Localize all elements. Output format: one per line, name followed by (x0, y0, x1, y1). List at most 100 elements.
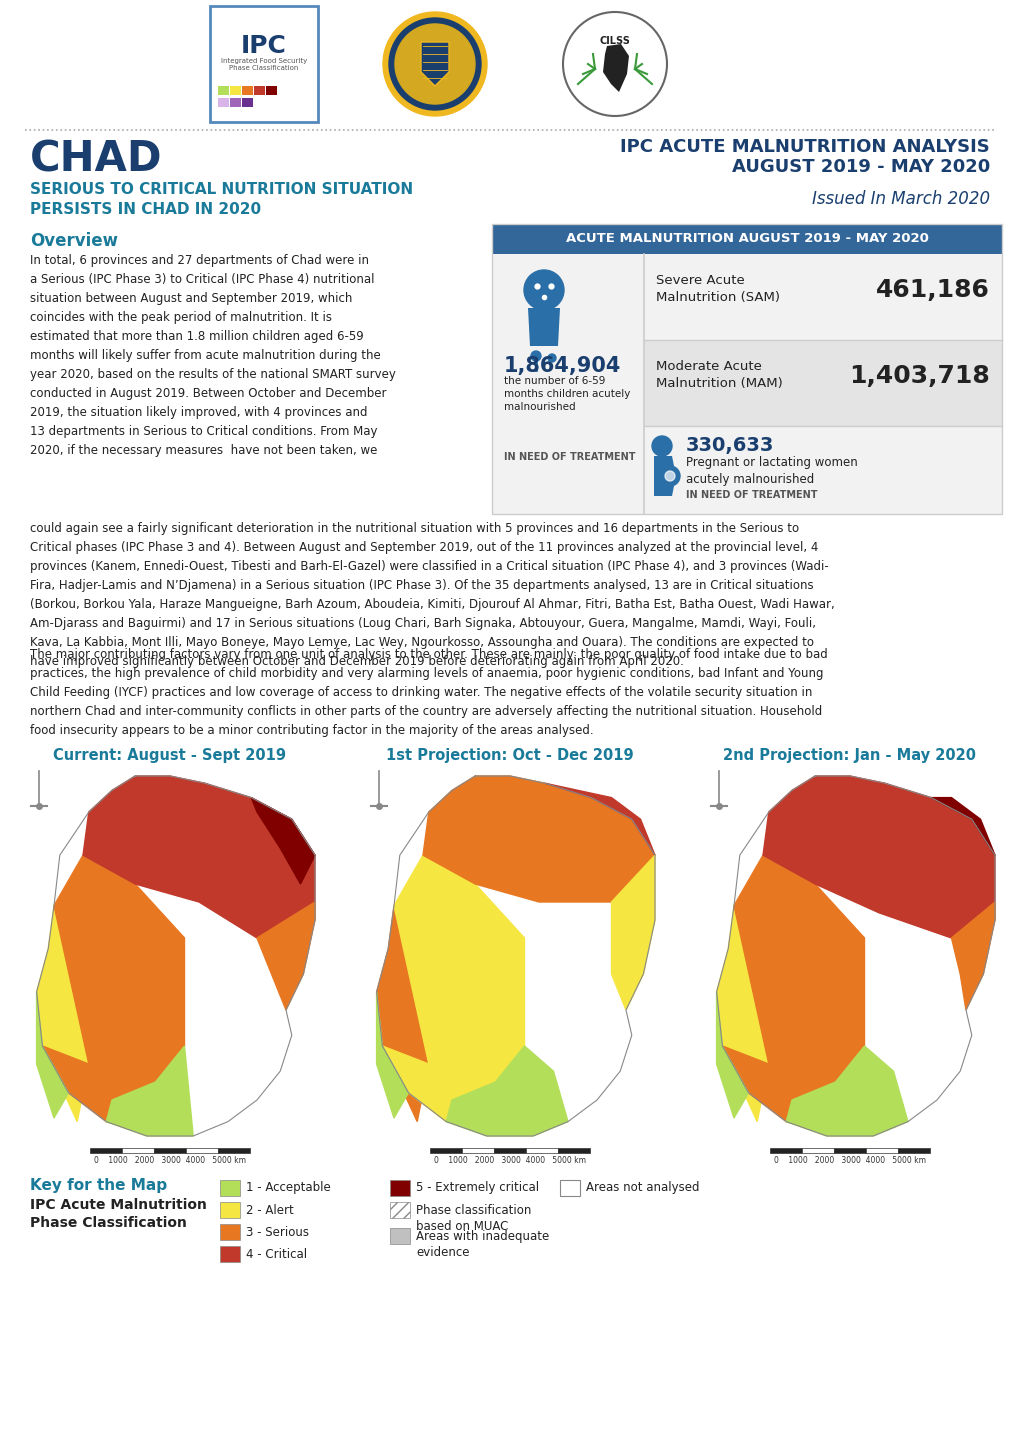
Text: ACUTE MALNUTRITION AUGUST 2019 - MAY 2020: ACUTE MALNUTRITION AUGUST 2019 - MAY 202… (565, 232, 927, 245)
Text: In total, 6 provinces and 27 departments of Chad were in
a Serious (IPC Phase 3): In total, 6 provinces and 27 departments… (30, 254, 395, 457)
Polygon shape (83, 776, 315, 937)
Text: 330,633: 330,633 (686, 435, 773, 456)
Circle shape (547, 353, 555, 362)
Bar (897, 1148, 929, 1154)
Bar (218, 98, 229, 107)
Bar (220, 1224, 239, 1240)
Bar (430, 1148, 462, 1154)
Bar (220, 1246, 239, 1262)
Text: IPC: IPC (240, 35, 286, 58)
Bar (242, 98, 253, 107)
Bar (834, 1148, 865, 1154)
Text: PERSISTS IN CHAD IN 2020: PERSISTS IN CHAD IN 2020 (30, 202, 261, 216)
Bar (559, 1180, 580, 1195)
Bar (242, 87, 253, 95)
Text: Phase classification
based on MUAC: Phase classification based on MUAC (416, 1204, 531, 1233)
Circle shape (562, 12, 666, 115)
Bar (210, 6, 318, 123)
Bar (643, 425, 1001, 513)
Text: 0    1000   2000   3000  4000   5000 km: 0 1000 2000 3000 4000 5000 km (94, 1156, 246, 1165)
Bar (389, 1180, 410, 1195)
Text: Severe Acute
Malnutrition (SAM): Severe Acute Malnutrition (SAM) (655, 274, 780, 304)
Text: The major contributing factors vary from one unit of analysis to the other. Thes: The major contributing factors vary from… (30, 647, 827, 737)
Bar (491, 254, 1001, 513)
Polygon shape (602, 45, 629, 92)
Text: Integrated Food Security
Phase Classification: Integrated Food Security Phase Classific… (221, 58, 307, 72)
Circle shape (382, 12, 486, 115)
Polygon shape (721, 855, 864, 1136)
Bar (865, 1148, 897, 1154)
Bar (185, 1148, 218, 1154)
Text: 0    1000   2000   3000  4000   5000 km: 0 1000 2000 3000 4000 5000 km (433, 1156, 586, 1165)
Text: Areas with inadequate
evidence: Areas with inadequate evidence (416, 1230, 548, 1259)
Polygon shape (37, 906, 89, 1122)
Polygon shape (421, 42, 448, 87)
Text: Key for the Map: Key for the Map (30, 1178, 167, 1193)
Text: Overview: Overview (30, 232, 118, 249)
Text: IPC ACUTE MALNUTRITION ANALYSIS: IPC ACUTE MALNUTRITION ANALYSIS (620, 138, 989, 156)
Text: Issued In March 2020: Issued In March 2020 (811, 190, 989, 208)
Circle shape (388, 17, 481, 110)
Text: 3 - Serious: 3 - Serious (246, 1226, 309, 1239)
Polygon shape (251, 797, 315, 884)
Text: 1,403,718: 1,403,718 (849, 363, 989, 388)
Circle shape (394, 25, 475, 104)
Polygon shape (257, 903, 315, 1009)
Text: Pregnant or lactating women
acutely malnourished: Pregnant or lactating women acutely maln… (686, 456, 857, 486)
Text: could again see a fairly significant deterioration in the nutritional situation : could again see a fairly significant det… (30, 522, 834, 668)
Bar (154, 1148, 185, 1154)
Text: AUGUST 2019 - MAY 2020: AUGUST 2019 - MAY 2020 (731, 159, 989, 176)
Text: Phase Classification: Phase Classification (30, 1216, 186, 1230)
Bar (266, 87, 277, 95)
Polygon shape (930, 797, 994, 855)
Bar (526, 1148, 557, 1154)
Polygon shape (528, 309, 559, 346)
Text: Moderate Acute
Malnutrition (MAM): Moderate Acute Malnutrition (MAM) (655, 360, 782, 389)
Polygon shape (382, 855, 524, 1136)
Text: 1 - Acceptable: 1 - Acceptable (246, 1181, 330, 1194)
Bar (801, 1148, 834, 1154)
Text: 1,864,904: 1,864,904 (503, 356, 621, 376)
Bar (218, 1148, 250, 1154)
Text: 2nd Projection: Jan - May 2020: 2nd Projection: Jan - May 2020 (722, 748, 975, 763)
Text: 461,186: 461,186 (875, 278, 989, 301)
Bar (493, 1148, 526, 1154)
Text: 4 - Critical: 4 - Critical (246, 1247, 307, 1260)
Polygon shape (376, 906, 428, 1122)
Bar (229, 98, 240, 107)
Polygon shape (653, 456, 676, 496)
Bar (643, 254, 1001, 340)
Polygon shape (423, 776, 654, 903)
Bar (220, 1203, 239, 1218)
Bar (462, 1148, 493, 1154)
Text: 0    1000   2000   3000  4000   5000 km: 0 1000 2000 3000 4000 5000 km (773, 1156, 925, 1165)
Polygon shape (544, 783, 654, 855)
Polygon shape (951, 903, 994, 1009)
Polygon shape (762, 776, 994, 937)
Polygon shape (786, 1045, 907, 1136)
Polygon shape (716, 906, 768, 1122)
Text: Areas not analysed: Areas not analysed (586, 1181, 699, 1194)
Text: IN NEED OF TREATMENT: IN NEED OF TREATMENT (686, 490, 816, 500)
Bar (557, 1148, 589, 1154)
Bar (643, 340, 1001, 425)
Bar (389, 1229, 410, 1244)
Text: Current: August - Sept 2019: Current: August - Sept 2019 (53, 748, 286, 763)
Circle shape (524, 270, 564, 310)
Polygon shape (445, 1045, 568, 1136)
Circle shape (531, 350, 540, 360)
Circle shape (659, 466, 680, 486)
Polygon shape (43, 855, 184, 1136)
Bar (769, 1148, 801, 1154)
Circle shape (651, 435, 672, 456)
Text: IN NEED OF TREATMENT: IN NEED OF TREATMENT (503, 451, 635, 461)
Bar (229, 87, 240, 95)
Polygon shape (611, 855, 654, 1009)
Circle shape (664, 472, 675, 482)
Bar (122, 1148, 154, 1154)
Bar (254, 87, 265, 95)
Polygon shape (716, 992, 748, 1118)
Text: CHAD: CHAD (30, 138, 162, 180)
Text: 5 - Extremely critical: 5 - Extremely critical (416, 1181, 539, 1194)
Text: 1st Projection: Oct - Dec 2019: 1st Projection: Oct - Dec 2019 (386, 748, 633, 763)
